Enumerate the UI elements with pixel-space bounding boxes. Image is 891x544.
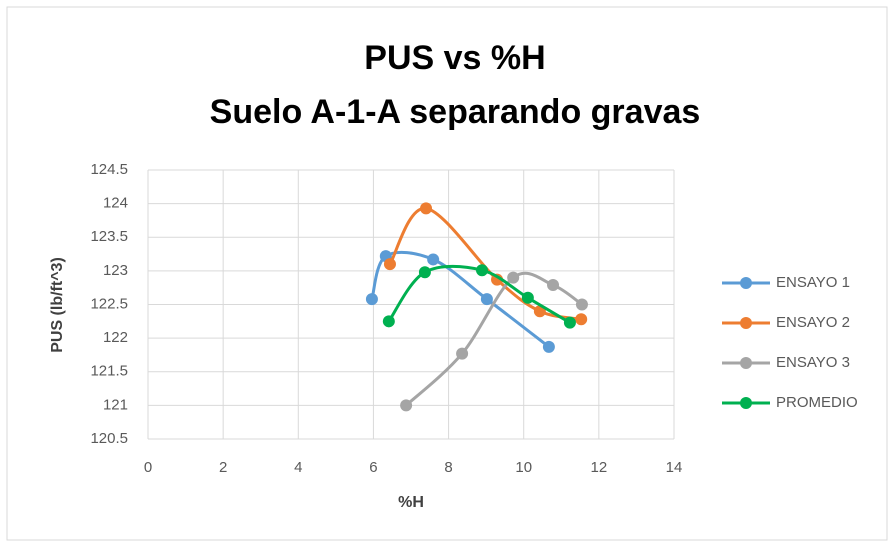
legend-label: ENSAYO 3: [776, 354, 850, 371]
x-tick-label: 8: [444, 459, 452, 476]
x-tick-label: 2: [219, 459, 227, 476]
y-tick-label: 124: [103, 195, 128, 212]
chart-subtitle: Suelo A-1-A separando gravas: [210, 93, 701, 131]
legend-marker: [740, 317, 752, 329]
chart-border: [6, 6, 888, 541]
y-tick-label: 123: [103, 262, 128, 279]
x-tick-label: 12: [591, 459, 608, 476]
y-tick-label: 120.5: [90, 430, 128, 447]
y-tick-label: 122.5: [90, 295, 128, 312]
y-axis-label: PUS (lb/ft^3): [49, 257, 66, 353]
point: [400, 399, 413, 412]
y-tick-label: 124.5: [90, 161, 128, 178]
point: [542, 340, 555, 353]
point: [507, 271, 520, 284]
x-axis-label: %H: [398, 494, 424, 511]
legend-label: PROMEDIO: [776, 394, 858, 411]
point: [427, 253, 440, 266]
legend-marker: [740, 277, 752, 289]
point: [521, 291, 534, 304]
x-tick-label: 4: [294, 459, 302, 476]
legend-label: ENSAYO 2: [776, 314, 850, 331]
point: [456, 347, 469, 360]
point: [476, 264, 489, 277]
x-tick-label: 14: [666, 459, 683, 476]
legend-label: ENSAYO 1: [776, 274, 850, 291]
y-tick-label: 123.5: [90, 228, 128, 245]
point: [563, 316, 576, 329]
legend-marker: [740, 357, 752, 369]
x-tick-label: 10: [515, 459, 532, 476]
point: [365, 293, 378, 306]
point: [547, 278, 560, 291]
y-tick-label: 121: [103, 396, 128, 413]
x-tick-label: 0: [144, 459, 152, 476]
chart-title: PUS vs %H: [364, 39, 545, 77]
legend-marker: [740, 397, 752, 409]
point: [382, 315, 395, 328]
y-tick-label: 121.5: [90, 363, 128, 380]
point: [575, 313, 588, 326]
y-tick-label: 122: [103, 329, 128, 346]
point: [480, 293, 493, 306]
point: [418, 266, 431, 279]
point: [575, 298, 588, 311]
point: [383, 258, 396, 271]
x-tick-label: 6: [369, 459, 377, 476]
point: [420, 202, 433, 215]
